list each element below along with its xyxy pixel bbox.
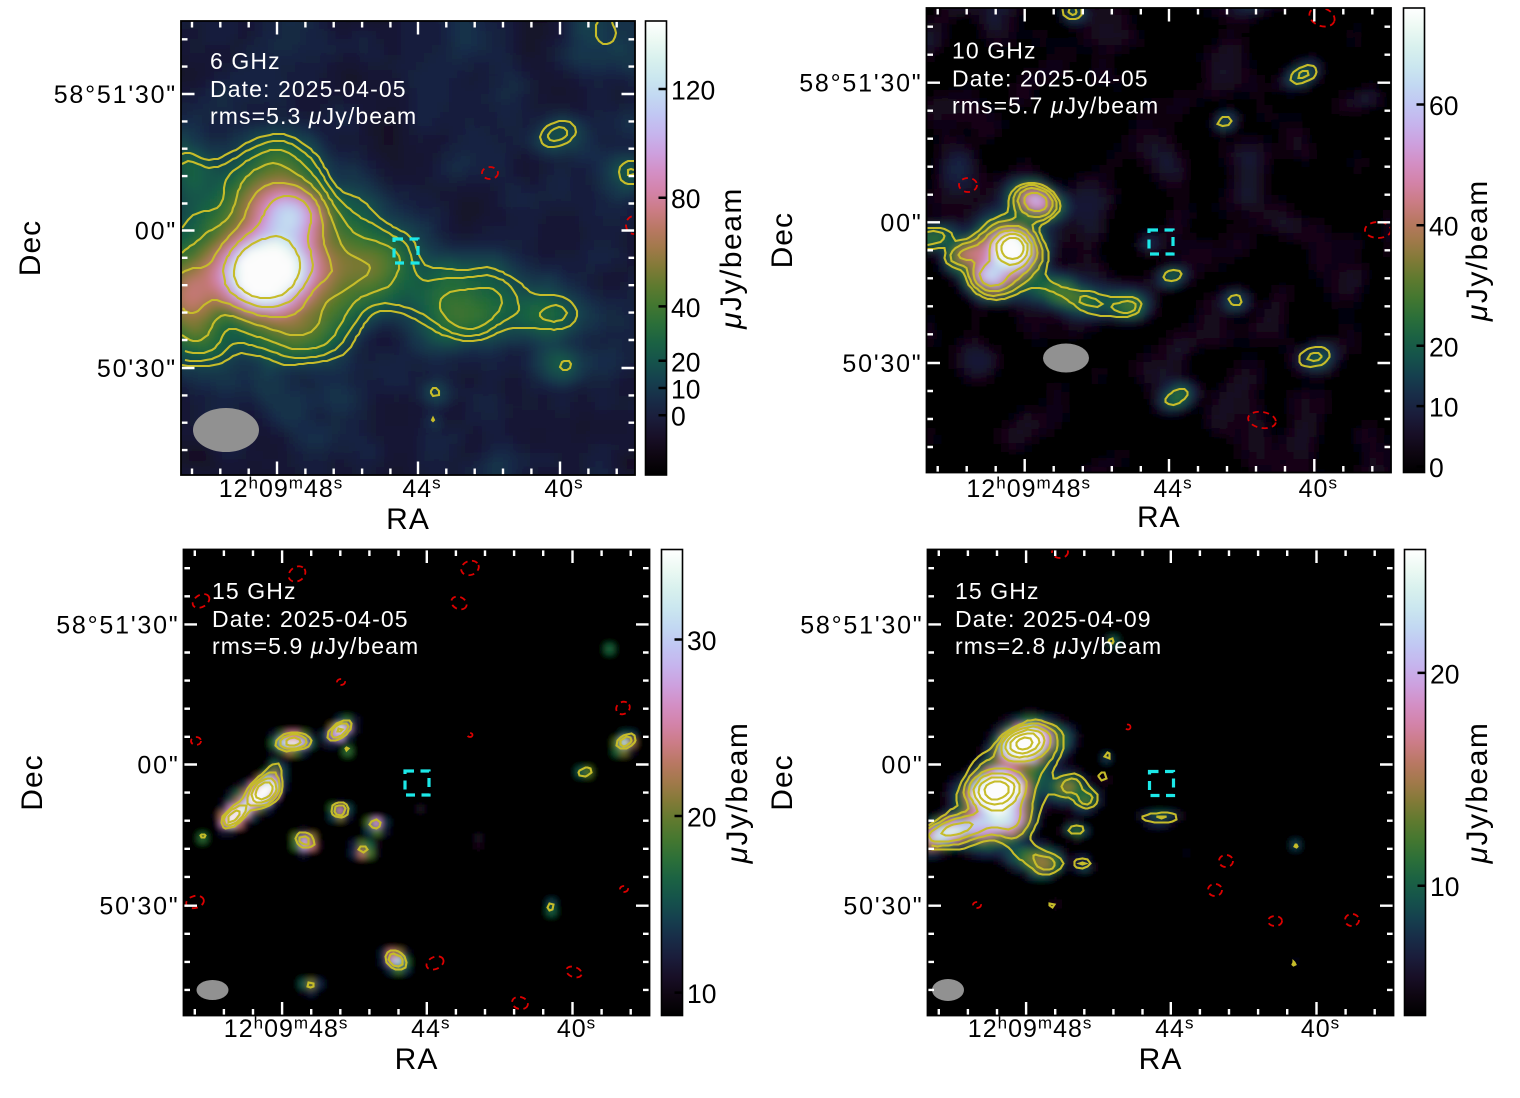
svg-text:RA: RA xyxy=(1137,501,1181,534)
svg-text:RA: RA xyxy=(395,1043,439,1076)
svg-text:00": 00" xyxy=(881,752,923,780)
svg-text:44s: 44s xyxy=(411,1014,450,1044)
svg-text:μJy/beam: μJy/beam xyxy=(721,722,754,865)
svg-text:6 GHz: 6 GHz xyxy=(210,48,281,74)
svg-text:40: 40 xyxy=(671,293,700,323)
svg-text:10 GHz: 10 GHz xyxy=(952,38,1037,64)
svg-text:10: 10 xyxy=(1430,872,1459,902)
svg-text:44s: 44s xyxy=(402,474,441,504)
svg-text:58°51'30": 58°51'30" xyxy=(799,70,922,98)
svg-text:40s: 40s xyxy=(1301,1014,1340,1044)
svg-text:30: 30 xyxy=(687,626,716,656)
svg-text:40: 40 xyxy=(1429,212,1458,242)
svg-text:Dec: Dec xyxy=(766,212,799,268)
svg-text:Date: 2025-04-05: Date: 2025-04-05 xyxy=(952,66,1149,92)
svg-text:50'30": 50'30" xyxy=(843,893,923,921)
svg-text:20: 20 xyxy=(1429,332,1458,362)
svg-text:44s: 44s xyxy=(1153,474,1192,504)
svg-text:60: 60 xyxy=(1429,91,1458,121)
svg-text:00": 00" xyxy=(135,218,177,246)
svg-text:12h09m48s: 12h09m48s xyxy=(968,1014,1093,1044)
svg-text:40s: 40s xyxy=(1299,474,1338,504)
svg-text:RA: RA xyxy=(1139,1043,1183,1076)
svg-text:Dec: Dec xyxy=(14,220,47,276)
svg-text:20: 20 xyxy=(671,347,700,377)
svg-text:μJy/beam: μJy/beam xyxy=(1461,179,1494,322)
svg-text:15 GHz: 15 GHz xyxy=(212,578,297,604)
svg-text:20: 20 xyxy=(1430,659,1459,689)
svg-text:0: 0 xyxy=(1429,453,1444,483)
svg-text:rms=5.7 μJy/beam: rms=5.7 μJy/beam xyxy=(952,93,1159,119)
svg-text:40s: 40s xyxy=(557,1014,596,1044)
svg-text:10: 10 xyxy=(671,375,700,405)
svg-text:rms=5.9 μJy/beam: rms=5.9 μJy/beam xyxy=(212,633,419,659)
svg-text:μJy/beam: μJy/beam xyxy=(715,187,748,330)
svg-text:44s: 44s xyxy=(1155,1014,1194,1044)
svg-text:Dec: Dec xyxy=(16,754,49,810)
svg-text:00": 00" xyxy=(880,209,922,237)
svg-text:58°51'30": 58°51'30" xyxy=(56,611,179,639)
svg-text:Date: 2025-04-05: Date: 2025-04-05 xyxy=(210,76,407,102)
svg-text:12h09m48s: 12h09m48s xyxy=(224,1014,349,1044)
svg-text:rms=2.8 μJy/beam: rms=2.8 μJy/beam xyxy=(955,633,1162,659)
svg-text:12h09m48s: 12h09m48s xyxy=(219,474,344,504)
svg-text:00": 00" xyxy=(137,752,179,780)
svg-text:58°51'30": 58°51'30" xyxy=(800,611,923,639)
svg-text:Date: 2025-04-09: Date: 2025-04-09 xyxy=(955,606,1152,632)
svg-text:50'30": 50'30" xyxy=(99,893,179,921)
svg-text:Dec: Dec xyxy=(766,754,799,810)
svg-text:40s: 40s xyxy=(544,474,583,504)
svg-text:10: 10 xyxy=(687,979,716,1009)
svg-text:20: 20 xyxy=(687,803,716,833)
svg-text:rms=5.3 μJy/beam: rms=5.3 μJy/beam xyxy=(210,103,417,129)
svg-text:RA: RA xyxy=(386,503,430,536)
svg-text:50'30": 50'30" xyxy=(97,355,177,383)
svg-text:Date: 2025-04-05: Date: 2025-04-05 xyxy=(212,606,409,632)
svg-text:μJy/beam: μJy/beam xyxy=(1461,722,1494,865)
svg-text:12h09m48s: 12h09m48s xyxy=(966,474,1091,504)
svg-text:0: 0 xyxy=(671,402,686,432)
svg-text:50'30": 50'30" xyxy=(842,350,922,378)
svg-text:10: 10 xyxy=(1429,393,1458,423)
svg-text:120: 120 xyxy=(671,76,715,106)
svg-text:15 GHz: 15 GHz xyxy=(955,578,1040,604)
svg-text:58°51'30": 58°51'30" xyxy=(54,81,177,109)
svg-text:80: 80 xyxy=(671,184,700,214)
